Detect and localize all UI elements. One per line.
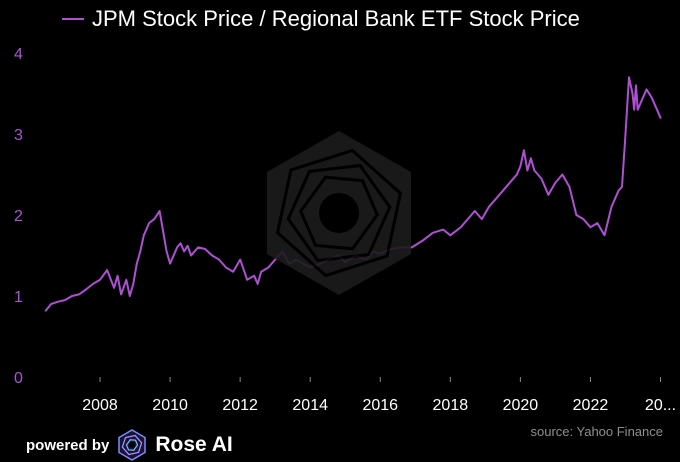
x-axis: 2008 2010 2012 2014 2016 2018 2020 2022 20... bbox=[82, 377, 676, 414]
x-tick-label: 2022 bbox=[573, 397, 609, 414]
x-tick-label: 20... bbox=[645, 397, 676, 414]
rose-ai-logo-icon bbox=[118, 429, 147, 461]
y-tick-label: 0 bbox=[14, 370, 23, 387]
branding: powered by Rose AI bbox=[26, 429, 233, 461]
powered-by-text: powered by bbox=[26, 436, 110, 454]
y-tick-label: 1 bbox=[14, 289, 23, 306]
x-tick-label: 2014 bbox=[292, 397, 328, 414]
y-axis: 0 1 2 3 4 bbox=[14, 46, 23, 387]
x-tick-label: 2020 bbox=[503, 397, 539, 414]
x-tick-label: 2016 bbox=[362, 397, 398, 414]
watermark-logo-icon bbox=[267, 131, 411, 295]
legend-swatch bbox=[62, 18, 84, 20]
legend-label: JPM Stock Price / Regional Bank ETF Stoc… bbox=[92, 6, 580, 31]
source-note: source: Yahoo Finance bbox=[530, 424, 664, 439]
x-tick-label: 2018 bbox=[433, 397, 469, 414]
x-tick-label: 2010 bbox=[152, 397, 188, 414]
y-tick-label: 3 bbox=[14, 127, 23, 144]
y-tick-label: 4 bbox=[14, 46, 23, 63]
brand-name: Rose AI bbox=[155, 433, 233, 456]
y-tick-label: 2 bbox=[14, 208, 23, 225]
legend: JPM Stock Price / Regional Bank ETF Stoc… bbox=[62, 6, 580, 32]
x-tick-label: 2008 bbox=[82, 397, 118, 414]
x-tick-label: 2012 bbox=[222, 397, 258, 414]
